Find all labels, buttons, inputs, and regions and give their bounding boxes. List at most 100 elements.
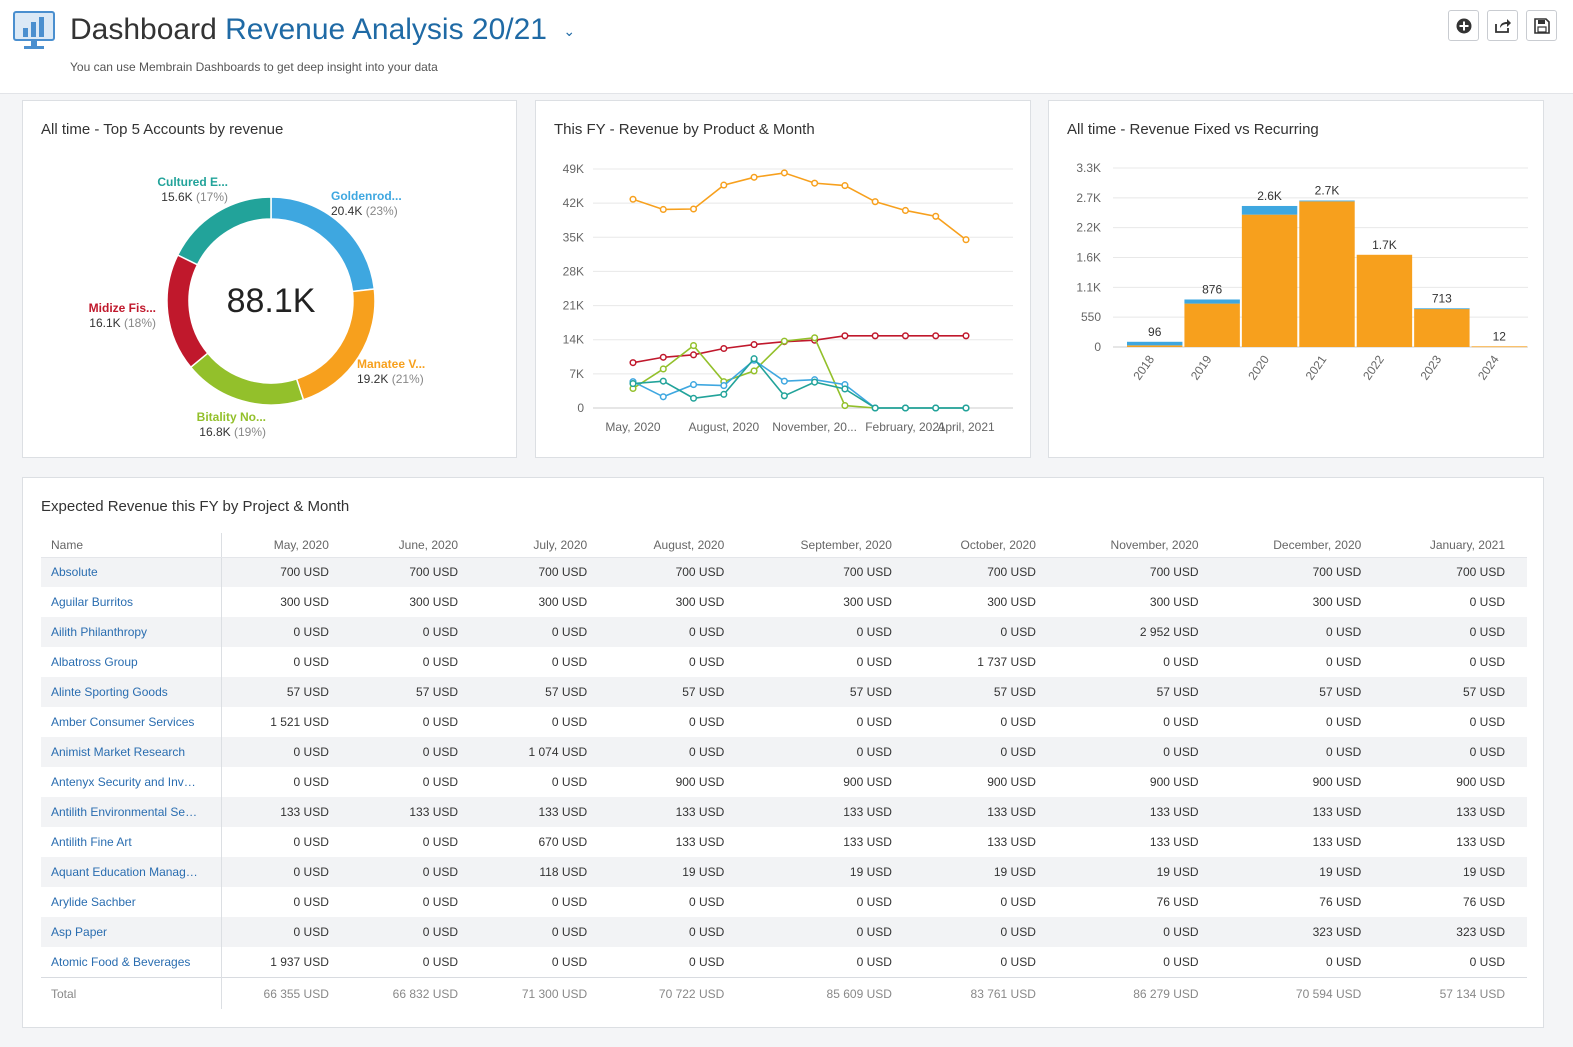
bar-segment[interactable] (1356, 254, 1413, 347)
project-link[interactable]: Aguilar Burritos (41, 587, 222, 617)
data-point[interactable] (750, 367, 758, 375)
data-point[interactable] (689, 205, 698, 213)
project-link[interactable]: Atomic Food & Beverages (41, 947, 222, 977)
chevron-down-icon[interactable]: ⌄ (563, 22, 576, 39)
data-point[interactable] (750, 173, 758, 181)
data-point[interactable] (962, 332, 970, 340)
bar-segment[interactable] (1414, 308, 1470, 310)
data-point[interactable] (780, 392, 788, 400)
data-point[interactable] (811, 378, 819, 386)
project-link[interactable]: Antilith Fine Art (41, 827, 222, 857)
revenue-cell: 0 USD (1220, 617, 1384, 647)
data-point[interactable] (659, 205, 667, 214)
series-line[interactable] (632, 359, 966, 409)
data-point[interactable] (750, 341, 758, 349)
bar-segment[interactable] (1184, 299, 1240, 304)
series-line[interactable] (632, 335, 966, 364)
project-link[interactable]: Arylide Sachber (41, 887, 222, 917)
data-point[interactable] (841, 182, 849, 190)
project-link[interactable]: Animist Market Research (41, 737, 222, 767)
revenue-cell: 133 USD (1312, 835, 1362, 849)
data-point[interactable] (689, 351, 698, 359)
revenue-cell: 0 USD (746, 737, 914, 767)
column-header-month[interactable]: October, 2020 (913, 533, 1058, 558)
data-point[interactable] (659, 393, 667, 401)
column-header-month[interactable]: September, 2020 (746, 533, 914, 558)
donut-slice[interactable] (176, 196, 272, 266)
bar-segment[interactable] (1299, 200, 1355, 202)
column-header-month[interactable]: May, 2020 (221, 533, 351, 558)
data-point[interactable] (841, 332, 849, 340)
data-point[interactable] (871, 332, 879, 340)
data-point[interactable] (659, 365, 667, 373)
project-link[interactable]: Antenyx Security and Investig... (41, 767, 222, 797)
project-link[interactable]: Amber Consumer Services (41, 707, 222, 737)
bar-segment[interactable] (1241, 214, 1298, 347)
data-point[interactable] (720, 181, 728, 189)
bar-segment[interactable] (1184, 303, 1240, 347)
bar-segment[interactable] (1471, 346, 1527, 348)
data-point[interactable] (841, 385, 849, 393)
data-point[interactable] (689, 394, 698, 402)
dashboard-name[interactable]: Revenue Analysis 20/21 (225, 13, 547, 46)
data-point[interactable] (932, 212, 940, 220)
series-line[interactable] (632, 357, 966, 409)
bar-segment[interactable] (1127, 345, 1183, 347)
column-header-month[interactable]: June, 2020 (350, 533, 481, 558)
data-point[interactable] (780, 169, 788, 177)
series-line[interactable] (632, 172, 967, 241)
data-point[interactable] (750, 355, 758, 363)
x-tick-label: November, 20... (772, 420, 857, 434)
data-point[interactable] (811, 179, 819, 187)
data-point[interactable] (780, 377, 788, 385)
series-line[interactable] (632, 336, 966, 409)
data-point[interactable] (689, 342, 698, 350)
project-link[interactable]: Ailith Philanthropy (41, 617, 222, 647)
revenue-cell: 133 USD (675, 835, 725, 849)
bar-segment[interactable] (1127, 341, 1183, 346)
donut-slice[interactable] (166, 253, 209, 369)
column-header-month[interactable]: July, 2020 (480, 533, 610, 558)
bar-segment[interactable] (1241, 205, 1298, 215)
bar-segment[interactable] (1299, 201, 1355, 347)
column-header-month[interactable]: December, 2020 (1220, 533, 1384, 558)
project-link[interactable]: Absolute (41, 557, 222, 587)
data-point[interactable] (901, 332, 910, 340)
data-point[interactable] (932, 404, 940, 412)
data-point[interactable] (629, 380, 637, 388)
project-link[interactable]: Albatross Group (41, 647, 222, 677)
data-point[interactable] (932, 332, 940, 340)
column-header-name[interactable]: Name (41, 533, 222, 558)
data-point[interactable] (720, 344, 728, 353)
revenue-cell: 0 USD (1383, 737, 1527, 767)
data-point[interactable] (841, 402, 849, 410)
data-point[interactable] (962, 404, 970, 412)
share-button[interactable] (1487, 10, 1518, 41)
project-link[interactable]: Alinte Sporting Goods (41, 677, 222, 707)
project-link[interactable]: Antilith Environmental Services (41, 797, 222, 827)
x-tick-label: February, 2021 (865, 420, 946, 434)
data-point[interactable] (871, 198, 879, 206)
data-point[interactable] (720, 390, 728, 398)
project-link[interactable]: Asp Paper (41, 917, 222, 947)
data-point[interactable] (720, 382, 728, 390)
add-widget-button[interactable] (1448, 10, 1479, 41)
save-button[interactable] (1526, 10, 1557, 41)
data-point[interactable] (780, 337, 788, 345)
data-point[interactable] (811, 334, 819, 342)
column-header-month[interactable]: August, 2020 (609, 533, 747, 558)
data-point[interactable] (901, 404, 910, 412)
data-point[interactable] (659, 377, 667, 385)
column-header-month[interactable]: January, 2021 (1383, 533, 1527, 558)
donut-slice[interactable] (189, 352, 305, 406)
project-link[interactable]: Aquant Education Managem... (41, 857, 222, 887)
data-point[interactable] (659, 353, 667, 361)
data-point[interactable] (629, 195, 637, 203)
data-point[interactable] (871, 404, 879, 412)
data-point[interactable] (901, 206, 910, 215)
data-point[interactable] (629, 359, 637, 367)
data-point[interactable] (962, 236, 970, 244)
data-point[interactable] (689, 381, 698, 389)
bar-segment[interactable] (1414, 308, 1470, 347)
column-header-month[interactable]: November, 2020 (1057, 533, 1221, 558)
